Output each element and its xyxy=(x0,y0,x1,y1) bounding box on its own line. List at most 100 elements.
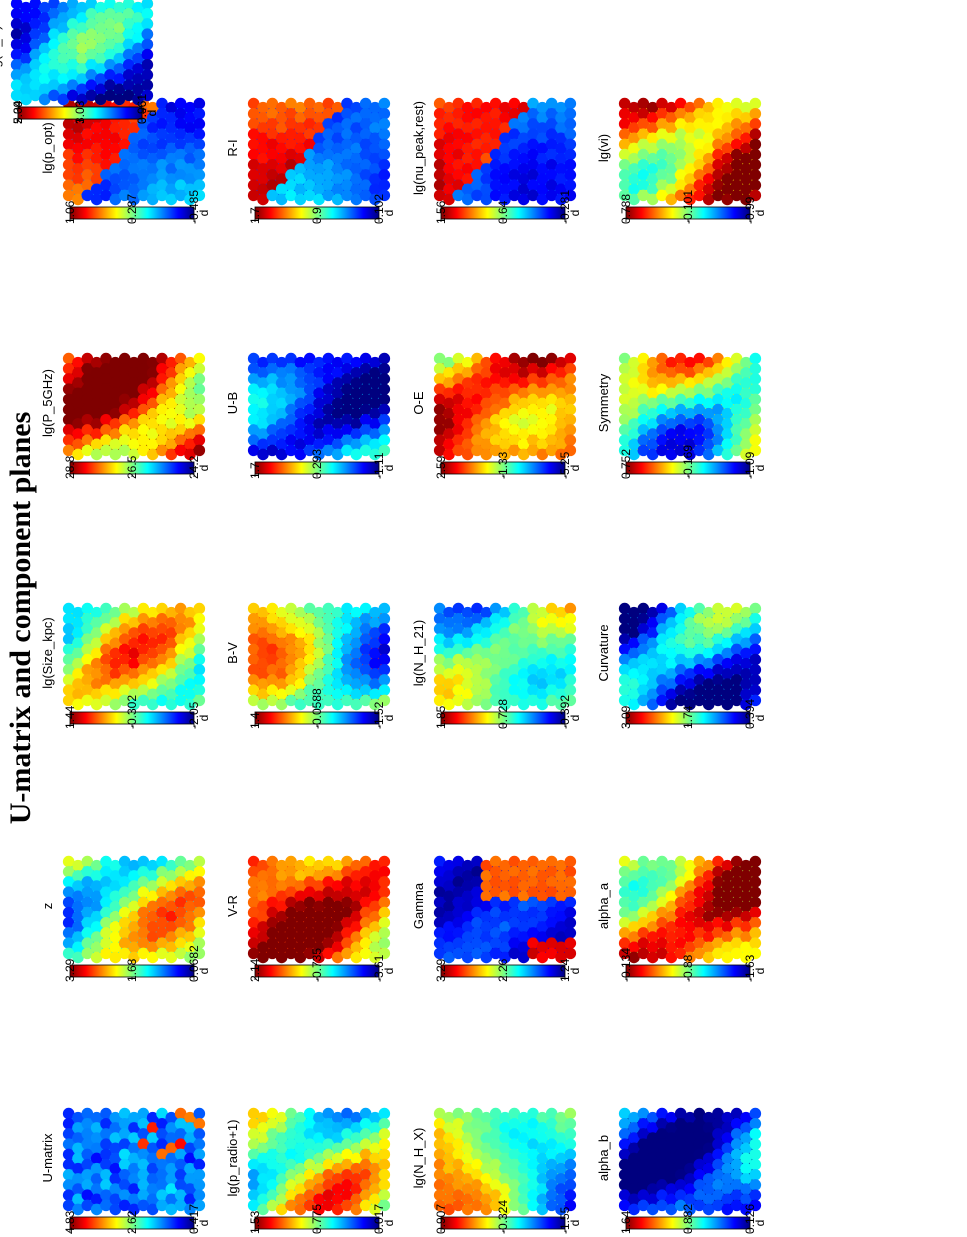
map-cell xyxy=(646,606,659,619)
map-cell xyxy=(712,1117,724,1130)
map-cell xyxy=(313,377,325,389)
map-cell xyxy=(471,906,483,919)
map-cell xyxy=(90,1193,103,1206)
map-cell xyxy=(118,1168,131,1181)
map-cell xyxy=(137,1168,150,1181)
map-cell xyxy=(555,931,567,943)
map-cell xyxy=(637,403,650,416)
map-cell xyxy=(527,352,539,365)
map-cell xyxy=(128,377,140,389)
map-cell xyxy=(378,97,391,110)
map-cell xyxy=(303,1128,316,1140)
map-cell xyxy=(184,1203,196,1216)
map-cell xyxy=(81,663,94,676)
map-cell xyxy=(480,900,493,913)
map-cell xyxy=(146,418,159,430)
map-cell xyxy=(499,698,511,711)
map-cell xyxy=(174,633,187,645)
map-cell xyxy=(193,1128,206,1140)
map-cell xyxy=(137,413,150,426)
map-cell xyxy=(517,1162,530,1175)
map-cell xyxy=(656,896,668,909)
map-cell xyxy=(48,18,60,30)
map-cell xyxy=(174,1107,187,1120)
map-cell xyxy=(730,352,743,365)
map-cell xyxy=(517,859,530,872)
map-cell xyxy=(174,612,187,625)
map-cell xyxy=(350,356,363,369)
map-cell xyxy=(545,694,558,707)
map-cell xyxy=(303,1189,316,1201)
map-cell xyxy=(536,880,549,892)
map-cell xyxy=(480,647,493,660)
map-cell xyxy=(90,1111,103,1124)
map-cell xyxy=(109,931,122,943)
map-cell xyxy=(461,678,474,690)
map-cell xyxy=(480,859,493,872)
map-cell xyxy=(721,637,734,650)
map-cell xyxy=(721,859,734,872)
map-cell xyxy=(76,12,88,24)
map-cell xyxy=(322,362,335,375)
map-cell xyxy=(628,688,640,701)
map-cell xyxy=(359,1138,372,1150)
map-cell xyxy=(618,653,631,666)
map-cell xyxy=(618,906,631,919)
map-cell xyxy=(94,52,107,65)
map-cell xyxy=(536,668,549,680)
panel-label: U-B xyxy=(225,392,240,414)
map-cell xyxy=(81,413,94,426)
map-cell xyxy=(693,1138,706,1150)
map-cell xyxy=(536,1173,549,1185)
map-cell xyxy=(499,941,511,954)
map-cell xyxy=(146,931,159,943)
map-cell xyxy=(618,916,631,929)
map-cell xyxy=(646,900,659,913)
map-cell xyxy=(443,627,455,639)
map-cell xyxy=(313,859,325,872)
map-cell xyxy=(247,179,260,191)
map-cell xyxy=(564,937,577,949)
map-cell xyxy=(461,1193,474,1206)
map-cell xyxy=(122,58,135,71)
map-cell xyxy=(294,387,307,400)
map-cell xyxy=(322,694,335,707)
map-cell xyxy=(100,947,112,960)
map-cell xyxy=(137,623,150,635)
map-cell xyxy=(489,424,502,436)
map-cell xyxy=(294,900,307,913)
map-cell xyxy=(193,179,206,191)
map-cell xyxy=(118,1128,131,1140)
map-cell xyxy=(313,890,325,903)
map-cell xyxy=(517,132,530,145)
map-cell xyxy=(452,158,465,171)
map-cell xyxy=(536,1142,549,1155)
map-cell xyxy=(94,42,107,55)
map-cell xyxy=(247,855,260,868)
map-cell xyxy=(137,906,150,919)
map-cell xyxy=(646,1173,659,1185)
map-cell xyxy=(637,1199,650,1212)
map-cell xyxy=(247,434,260,446)
map-cell xyxy=(693,684,706,696)
map-cell xyxy=(285,643,297,656)
map-cell xyxy=(536,698,549,711)
colorbar-unit: d xyxy=(382,715,396,722)
map-cell xyxy=(637,602,650,615)
map-cell xyxy=(508,643,521,656)
map-cell xyxy=(656,179,668,191)
map-cell xyxy=(266,128,279,140)
map-cell xyxy=(57,73,70,85)
map-cell xyxy=(443,637,455,650)
map-cell xyxy=(684,152,696,165)
map-cell xyxy=(303,663,316,676)
map-cell xyxy=(313,428,325,440)
map-cell xyxy=(137,352,150,365)
map-cell xyxy=(646,173,659,185)
map-cell xyxy=(378,189,391,202)
map-cell xyxy=(285,653,297,666)
map-cell xyxy=(433,865,446,878)
map-cell xyxy=(322,97,335,110)
map-cell xyxy=(517,1173,530,1185)
map-cell xyxy=(740,173,752,185)
